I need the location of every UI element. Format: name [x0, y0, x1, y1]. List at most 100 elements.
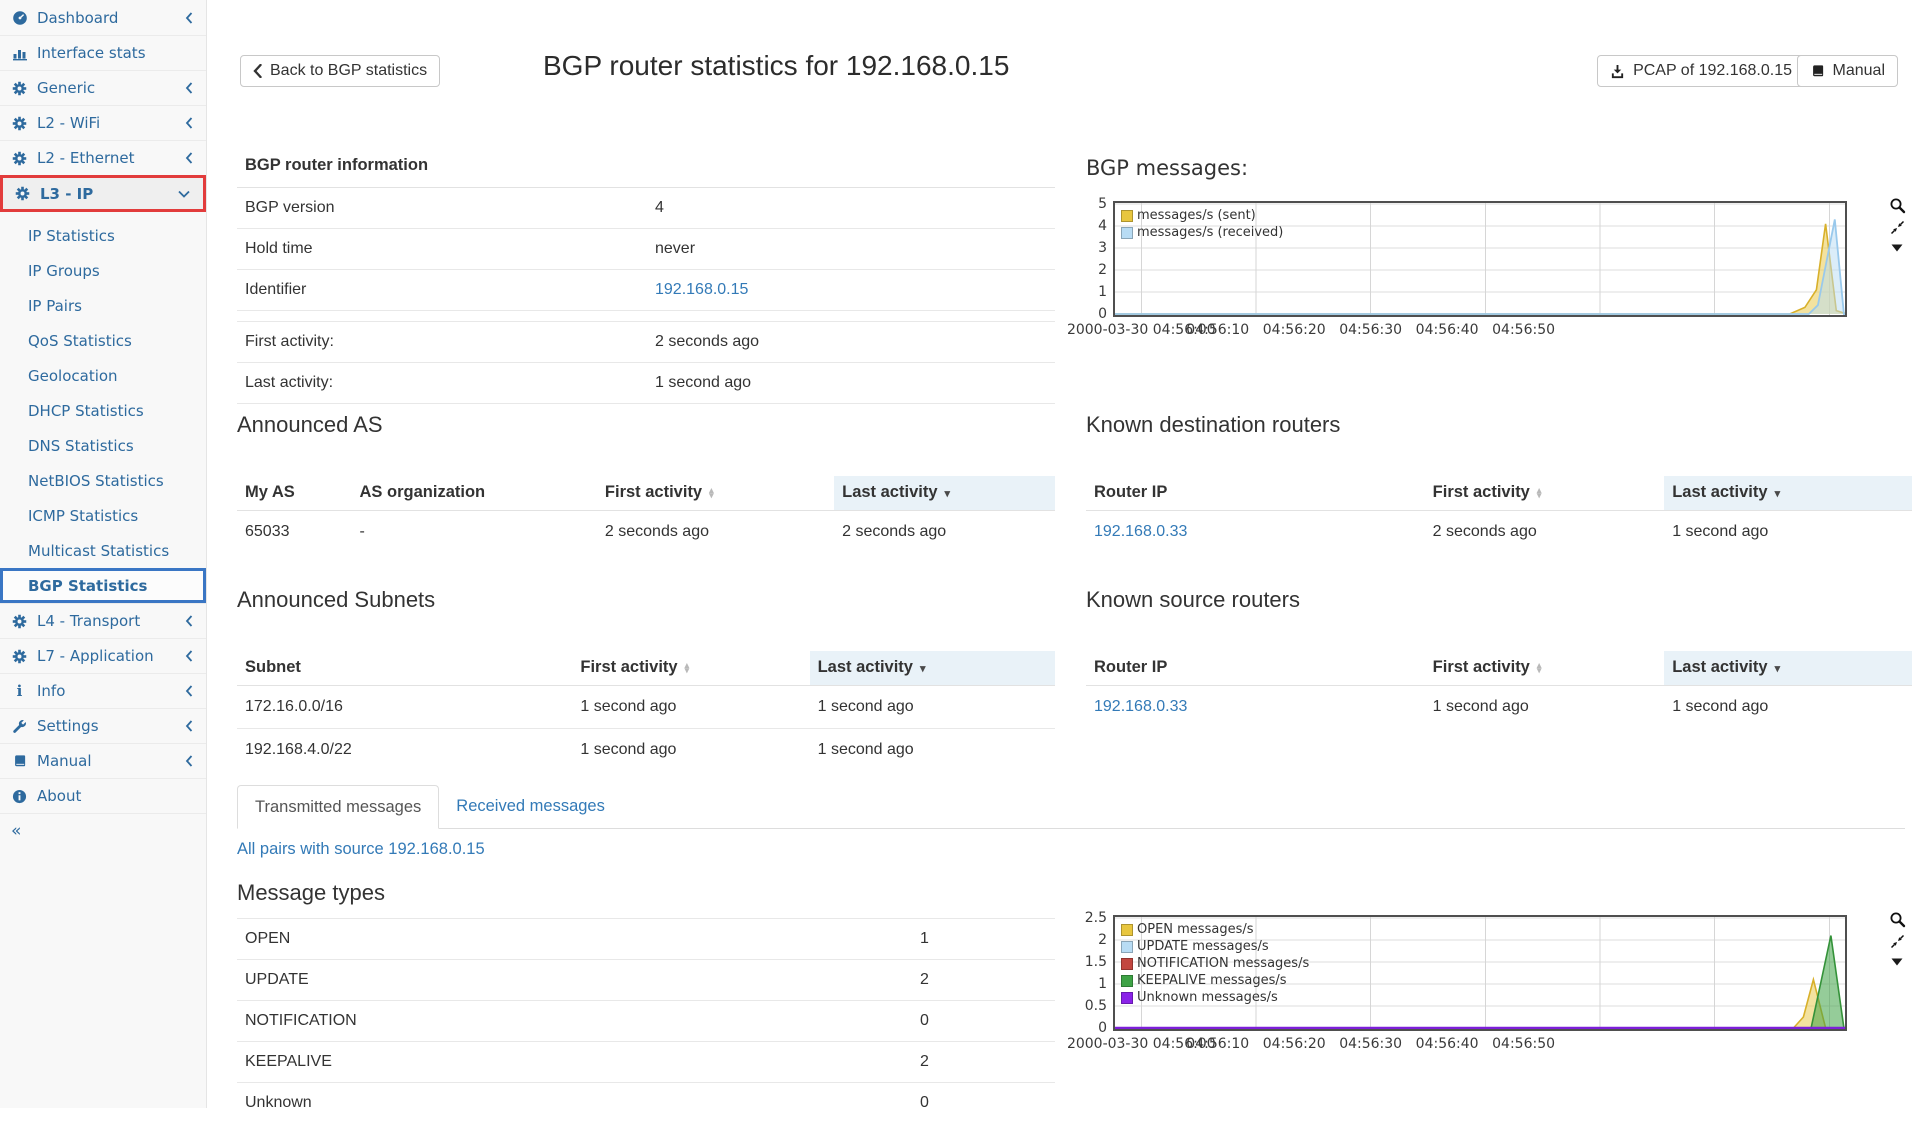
page-title: BGP router statistics for 192.168.0.15	[543, 50, 1009, 82]
sidebar-item-ip-groups[interactable]: IP Groups	[0, 253, 206, 288]
column-header-router-ip: Router IP	[1086, 651, 1425, 686]
magnifier-icon[interactable]	[1889, 197, 1906, 214]
ip-link[interactable]: 192.168.0.15	[655, 281, 748, 298]
manual-button-label: Manual	[1833, 62, 1885, 80]
chevron-left-icon	[185, 685, 193, 697]
sidebar-item-l4-transport[interactable]: L4 - Transport	[0, 603, 206, 638]
y-axis-tick: 3	[1052, 240, 1107, 256]
column-header-label: First activity	[1433, 483, 1530, 501]
table-cell: 65033	[237, 511, 352, 554]
sidebar-item-l3-ip[interactable]: L3 - IP	[0, 175, 206, 212]
legend-swatch	[1121, 210, 1133, 222]
sidebar-item-dhcp-statistics[interactable]: DHCP Statistics	[0, 393, 206, 428]
y-axis-tick: 2	[1052, 262, 1107, 278]
sidebar-item-l7-application[interactable]: L7 - Application	[0, 638, 206, 673]
sidebar-item-dns-statistics[interactable]: DNS Statistics	[0, 428, 206, 463]
legend-label: NOTIFICATION messages/s	[1137, 956, 1309, 971]
sidebar-item-interface-stats[interactable]: Interface stats	[0, 35, 206, 70]
sidebar-item-dashboard[interactable]: Dashboard	[0, 0, 206, 35]
sidebar-item-label: ICMP Statistics	[28, 507, 138, 525]
resize-icon[interactable]	[1890, 934, 1905, 949]
legend-label: KEEPALIVE messages/s	[1137, 973, 1287, 988]
table-cell: 192.168.4.0/22	[237, 729, 572, 772]
legend-label: Unknown messages/s	[1137, 990, 1278, 1005]
table-row: First activity:2 seconds ago	[237, 322, 1055, 363]
y-axis-tick: 0	[1052, 306, 1107, 322]
column-header-label: First activity	[1433, 658, 1530, 676]
pcap-download-button[interactable]: PCAP of 192.168.0.15	[1597, 55, 1805, 87]
sidebar-collapse-button[interactable]: «	[0, 813, 206, 848]
sidebar-item-ip-pairs[interactable]: IP Pairs	[0, 288, 206, 323]
tab-transmitted-messages[interactable]: Transmitted messages	[237, 785, 439, 829]
table-cell: 192.168.0.33	[1086, 511, 1425, 554]
sidebar-item-qos-statistics[interactable]: QoS Statistics	[0, 323, 206, 358]
sidebar-item-label: Dashboard	[37, 9, 118, 27]
section-heading: Announced Subnets	[237, 587, 1055, 613]
legend-item: OPEN messages/s	[1121, 921, 1309, 938]
message-type-label: Unknown	[237, 1083, 912, 1123]
back-button[interactable]: Back to BGP statistics	[240, 55, 440, 87]
info-icon: i	[11, 683, 28, 699]
column-header-label: Router IP	[1094, 658, 1167, 676]
sidebar-item-label: Geolocation	[28, 367, 118, 385]
chevron-left-icon	[185, 650, 193, 662]
sidebar-item-bgp-statistics[interactable]: BGP Statistics	[0, 568, 206, 603]
manual-button[interactable]: Manual	[1797, 55, 1898, 87]
chevron-down-icon[interactable]	[1891, 958, 1903, 966]
bar-chart-icon	[11, 45, 28, 61]
message-types-heading: Message types	[237, 880, 1055, 906]
sidebar-item-netbios-statistics[interactable]: NetBIOS Statistics	[0, 463, 206, 498]
sidebar-item-label: L2 - WiFi	[37, 114, 100, 132]
column-header-first-activity[interactable]: First activity▴▾	[1425, 651, 1665, 686]
message-type-count: 2	[912, 960, 1055, 1001]
sidebar-item-generic[interactable]: Generic	[0, 70, 206, 105]
all-pairs-link[interactable]: All pairs with source 192.168.0.15	[237, 840, 485, 858]
info-circle-icon	[11, 788, 28, 804]
sidebar-item-l2-ethernet[interactable]: L2 - Ethernet	[0, 140, 206, 175]
column-header-last-activity[interactable]: Last activity▾	[834, 476, 1055, 511]
sidebar-item-settings[interactable]: Settings	[0, 708, 206, 743]
chevron-left-icon	[185, 615, 193, 627]
sidebar-item-label: IP Groups	[28, 262, 100, 280]
column-header-first-activity[interactable]: First activity▴▾	[597, 476, 834, 511]
ip-link[interactable]: 192.168.0.33	[1094, 523, 1187, 540]
sidebar-item-multicast-statistics[interactable]: Multicast Statistics	[0, 533, 206, 568]
table-cell: 1 second ago	[810, 686, 1055, 729]
sidebar-item-manual[interactable]: Manual	[0, 743, 206, 778]
ip-link[interactable]: 192.168.0.33	[1094, 698, 1187, 715]
legend-label: messages/s (received)	[1137, 225, 1283, 240]
legend-item: messages/s (received)	[1121, 224, 1283, 241]
chevron-down-icon	[178, 190, 190, 198]
wrench-icon	[11, 718, 28, 734]
table-cell: 2 seconds ago	[834, 511, 1055, 554]
column-header-last-activity[interactable]: Last activity▾	[1664, 651, 1912, 686]
all-pairs-link-wrap: All pairs with source 192.168.0.15	[237, 840, 485, 859]
magnifier-icon[interactable]	[1889, 911, 1906, 928]
column-header-last-activity[interactable]: Last activity▾	[1664, 476, 1912, 511]
sidebar-item-l2-wifi[interactable]: L2 - WiFi	[0, 105, 206, 140]
chevron-left-icon	[185, 12, 193, 24]
gear-icon	[11, 613, 28, 629]
sidebar-item-icmp-statistics[interactable]: ICMP Statistics	[0, 498, 206, 533]
column-header-first-activity[interactable]: First activity▴▾	[572, 651, 809, 686]
sidebar-item-about[interactable]: About	[0, 778, 206, 813]
sidebar-item-ip-statistics[interactable]: IP Statistics	[0, 218, 206, 253]
tab-received-messages[interactable]: Received messages	[439, 785, 622, 829]
column-header-last-activity[interactable]: Last activity▾	[810, 651, 1055, 686]
column-header-first-activity[interactable]: First activity▴▾	[1425, 476, 1665, 511]
y-axis-tick: 1	[1052, 284, 1107, 300]
sidebar-item-label: QoS Statistics	[28, 332, 132, 350]
row-value: 1 second ago	[647, 363, 1055, 404]
resize-icon[interactable]	[1890, 220, 1905, 235]
sidebar-item-geolocation[interactable]: Geolocation	[0, 358, 206, 393]
chevron-down-icon[interactable]	[1891, 244, 1903, 252]
sidebar-item-label: L2 - Ethernet	[37, 149, 134, 167]
message-type-label: NOTIFICATION	[237, 1001, 912, 1042]
